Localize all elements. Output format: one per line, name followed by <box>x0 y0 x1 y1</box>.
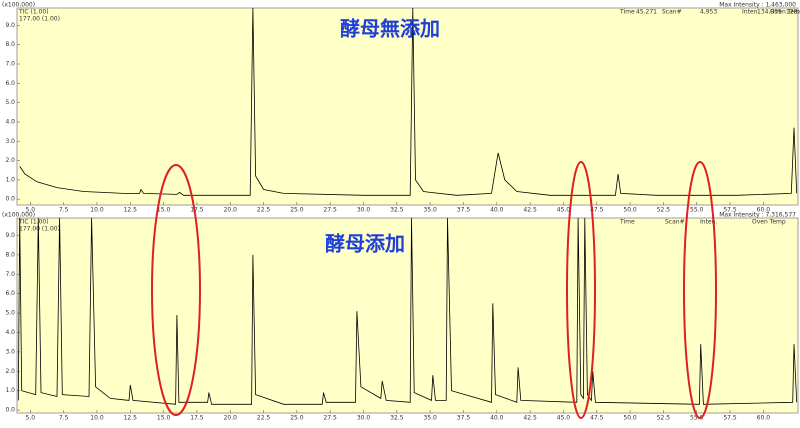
y-tick-label: 3.0 <box>5 138 15 145</box>
y-tick-label: 2.0 <box>5 157 15 164</box>
y-tick-label: 8.0 <box>5 251 15 258</box>
status-field: 128.04 <box>786 9 800 16</box>
trace-label: 177.00 (1.00) <box>19 226 60 233</box>
x-tick-label: 15.0 <box>157 415 171 422</box>
x-tick-label: 30.0 <box>357 207 371 214</box>
x-tick-label: 37.5 <box>457 415 471 422</box>
panel-title: 酵母無添加 <box>340 16 440 40</box>
x-tick-label: 50.0 <box>623 207 637 214</box>
plot-area <box>16 7 799 206</box>
y-tick-label: 6.0 <box>5 290 15 297</box>
x-tick-label: 50.0 <box>623 415 637 422</box>
x-tick-label: 45.0 <box>557 207 571 214</box>
y-tick-label: 8.0 <box>5 41 15 48</box>
panel-title: 酵母添加 <box>325 232 405 255</box>
y-unit: (x100,000) <box>2 2 35 9</box>
x-tick-label: 42.5 <box>523 415 537 422</box>
x-tick-label: 17.5 <box>190 207 204 214</box>
status-field: Scan# <box>665 219 685 226</box>
y-tick-label: 1.0 <box>5 176 15 183</box>
x-tick-label: 32.5 <box>390 207 404 214</box>
y-tick-label: 4.0 <box>5 118 15 125</box>
x-tick-label: 12.5 <box>124 415 138 422</box>
x-tick-label: 5.0 <box>26 415 36 422</box>
x-tick-label: 22.5 <box>257 207 271 214</box>
max-intensity: Max Intensity : 7,316,577 <box>719 212 796 219</box>
status-field: Time <box>619 9 635 16</box>
status-field: 45.271 <box>636 9 657 16</box>
x-tick-label: 15.0 <box>157 207 171 214</box>
y-tick-label: 0.0 <box>5 407 15 414</box>
x-tick-label: 40.0 <box>490 207 504 214</box>
status-field: Time <box>619 219 635 226</box>
highlight-ellipse <box>151 164 201 416</box>
x-tick-label: 10.0 <box>90 207 104 214</box>
x-tick-label: 45.0 <box>557 415 571 422</box>
x-tick-label: 60.0 <box>757 415 771 422</box>
x-tick-label: 55.0 <box>690 207 704 214</box>
trace <box>17 217 798 405</box>
y-tick-label: 5.0 <box>5 99 15 106</box>
status-field: Scan# <box>662 9 682 16</box>
x-tick-label: 42.5 <box>523 207 537 214</box>
x-tick-label: 55.0 <box>690 415 704 422</box>
x-tick-label: 35.0 <box>423 207 437 214</box>
x-tick-label: 32.5 <box>390 415 404 422</box>
x-tick-label: 30.0 <box>357 415 371 422</box>
max-intensity: Max Intensity : 1,463,000 <box>719 2 796 9</box>
x-tick-label: 60.0 <box>757 207 771 214</box>
y-tick-label: 6.0 <box>5 80 15 87</box>
status-field: Inten. <box>700 219 717 226</box>
x-tick-label: 37.5 <box>457 207 471 214</box>
x-tick-label: 35.0 <box>423 415 437 422</box>
y-tick-label: 5.0 <box>5 310 15 317</box>
y-tick-label: 4.0 <box>5 329 15 336</box>
status-field: Oven Temp <box>752 219 786 226</box>
status-field: Oven Temp <box>770 9 800 16</box>
x-tick-label: 52.5 <box>657 207 671 214</box>
x-tick-label: 17.5 <box>190 415 204 422</box>
x-tick-label: 40.0 <box>490 415 504 422</box>
x-tick-label: 20.0 <box>224 207 238 214</box>
x-tick-label: 27.5 <box>324 207 338 214</box>
x-tick-label: 57.5 <box>723 415 737 422</box>
x-tick-label: 20.0 <box>224 415 238 422</box>
x-tick-label: 47.5 <box>590 207 604 214</box>
x-tick-label: 7.5 <box>59 207 69 214</box>
trace-label: TIC (1.00) <box>18 9 49 16</box>
y-tick-label: 9.0 <box>5 22 15 29</box>
trace <box>19 7 798 196</box>
x-tick-label: 22.5 <box>257 415 271 422</box>
x-tick-label: 27.5 <box>324 415 338 422</box>
y-unit: (x100,000) <box>2 212 35 219</box>
x-tick-label: 12.5 <box>124 207 138 214</box>
y-tick-label: 2.0 <box>5 368 15 375</box>
y-tick-label: 7.0 <box>5 61 15 68</box>
plot-area <box>16 217 799 414</box>
trace-label: 177.00 (1.00) <box>19 16 60 23</box>
x-tick-label: 10.0 <box>90 415 104 422</box>
x-tick-label: 25.0 <box>290 415 304 422</box>
status-field: Inten. <box>742 9 759 16</box>
x-tick-label: 25.0 <box>290 207 304 214</box>
status-field: 134,935 <box>757 9 782 16</box>
x-tick-label: 57.5 <box>723 207 737 214</box>
y-tick-label: 1.0 <box>5 387 15 394</box>
y-tick-label: 3.0 <box>5 348 15 355</box>
y-tick-label: 9.0 <box>5 232 15 239</box>
y-tick-label: 7.0 <box>5 271 15 278</box>
y-tick-label: 0.0 <box>5 196 15 203</box>
x-tick-label: 5.0 <box>26 207 36 214</box>
highlight-ellipse <box>683 161 717 419</box>
trace-label: TIC (1.00) <box>18 219 49 226</box>
x-tick-label: 52.5 <box>657 415 671 422</box>
highlight-ellipse <box>566 161 596 419</box>
status-field: 4,953 <box>700 9 717 16</box>
x-tick-label: 47.5 <box>590 415 604 422</box>
x-tick-label: 7.5 <box>59 415 69 422</box>
